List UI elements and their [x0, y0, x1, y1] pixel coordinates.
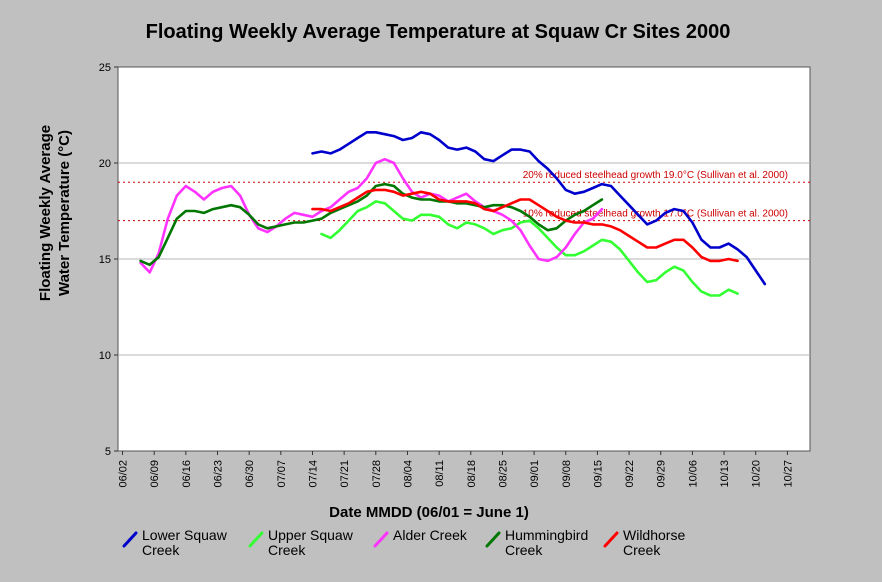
x-tick-label: 10/06 — [687, 460, 699, 488]
legend-label-line2: Creek — [142, 542, 180, 558]
x-tick-label: 07/28 — [371, 460, 383, 488]
legend-label: Upper Squaw — [268, 527, 354, 543]
x-tick-label: 07/14 — [307, 460, 319, 488]
series-line-2 — [139, 157, 604, 274]
threshold-label: 20% reduced steelhead growth 19.0°C (Sul… — [523, 170, 788, 181]
x-tick-label: 07/07 — [276, 460, 288, 488]
x-tick-label: 09/29 — [656, 460, 668, 488]
y-axis-title: Floating Weekly Average Water Temperatur… — [37, 125, 73, 301]
legend-label: Wildhorse — [623, 527, 685, 543]
x-tick-label: 06/16 — [181, 460, 193, 488]
x-tick-label: 10/13 — [719, 460, 731, 488]
x-tick-label: 06/09 — [149, 460, 161, 488]
legend-swatch — [248, 531, 264, 548]
x-axis-title: Date MMDD (06/01 = June 1) — [329, 504, 529, 521]
x-tick-label: 08/25 — [497, 460, 509, 488]
legend-swatch — [373, 531, 389, 548]
y-axis-title-line2: Water Temperature (°C) — [56, 130, 73, 296]
gridlines — [118, 162, 810, 356]
x-tick-label: 09/01 — [529, 460, 541, 488]
x-tick-label: 08/04 — [402, 460, 414, 488]
legend-swatch — [603, 531, 619, 548]
y-tick-label: 5 — [105, 446, 111, 458]
x-tick-label: 10/20 — [751, 460, 763, 488]
legend-label-line2: Creek — [268, 542, 306, 558]
legend-label-line2: Creek — [505, 542, 543, 558]
x-tick-label: 09/15 — [592, 460, 604, 488]
legend-label: Hummingbird — [505, 527, 588, 543]
x-tick-label: 08/11 — [434, 460, 446, 487]
y-tick-label: 10 — [99, 350, 111, 362]
series-line-4 — [311, 188, 739, 263]
legend-label: Alder Creek — [393, 527, 468, 543]
legend-swatch — [122, 531, 138, 548]
x-tick-label: 08/18 — [466, 460, 478, 488]
x-tick-label: 09/22 — [624, 460, 636, 488]
threshold-label: 10% reduced steelhead growth 17.0°C (Sul… — [523, 209, 788, 220]
x-tick-label: 10/27 — [782, 460, 794, 488]
y-axis: 5 10 15 20 25 — [99, 62, 118, 458]
y-tick-label: 25 — [99, 62, 111, 74]
x-tick-label: 06/30 — [244, 460, 256, 488]
x-axis: 06/02 06/09 06/16 06/23 06/30 07/07 07/14 07/21… — [118, 451, 794, 488]
chart-title: Floating Weekly Average Temperature at S… — [146, 21, 731, 43]
series-line-1 — [320, 200, 739, 297]
legend-label-line2: Creek — [623, 542, 661, 558]
series-lines — [139, 131, 767, 297]
series-line-0 — [311, 131, 767, 286]
x-tick-label: 06/02 — [118, 460, 130, 488]
y-axis-title-line1: Floating Weekly Average — [37, 125, 54, 301]
x-tick-label: 09/08 — [561, 460, 573, 488]
y-tick-label: 15 — [99, 254, 111, 266]
x-tick-label: 07/21 — [339, 460, 351, 488]
legend-label: Lower Squaw — [142, 527, 228, 543]
threshold-lines: 20% reduced steelhead growth 19.0°C (Sul… — [118, 170, 810, 222]
y-tick-label: 20 — [99, 158, 111, 170]
x-tick-label: 06/23 — [213, 460, 225, 488]
legend-swatch — [485, 531, 501, 548]
